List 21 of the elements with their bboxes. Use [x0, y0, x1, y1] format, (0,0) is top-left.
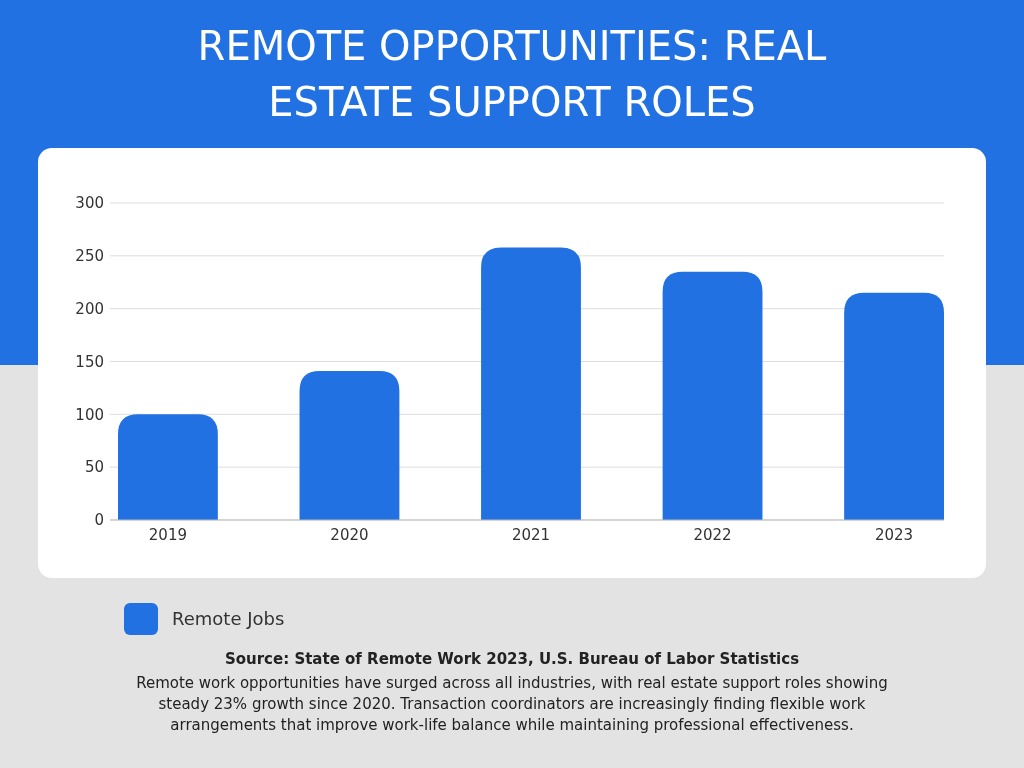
y-tick-label: 100: [75, 405, 104, 424]
bar: [299, 371, 400, 520]
bar: [118, 414, 218, 520]
x-tick-label: 2020: [330, 526, 369, 544]
y-tick-label: 50: [84, 458, 104, 477]
source-note: Source: State of Remote Work 2023, U.S. Bureau of Labor Statistics: [224, 650, 800, 668]
bar: [844, 292, 944, 520]
x-tick-label: 2023: [874, 526, 914, 544]
y-tick-label: 300: [75, 194, 104, 213]
text: Remote work opportunities have surged across all industries, with real estate support roles showing steady 23% growth since 2020. Transaction coordinators are increasingly finding flexible work arrangements that improve work-life balance while maintaining professional effectiveness.: [136, 674, 888, 734]
chart-title: REMOTE OPPORTUNITIES: REAL ESTATE SUPPORT ROLES: [197, 23, 828, 125]
y-tick-label: 0: [94, 511, 104, 530]
x-tick-label: 2021: [511, 526, 551, 544]
bar: [662, 271, 763, 520]
legend-label: Remote Jobs: [172, 608, 285, 629]
y-tick-label: 150: [75, 352, 104, 371]
bar: [481, 247, 581, 520]
y-tick-label: 250: [75, 247, 104, 266]
x-tick-label: 2019: [148, 526, 188, 544]
y-tick-label: 200: [75, 299, 104, 318]
x-tick-label: 2022: [693, 526, 732, 544]
